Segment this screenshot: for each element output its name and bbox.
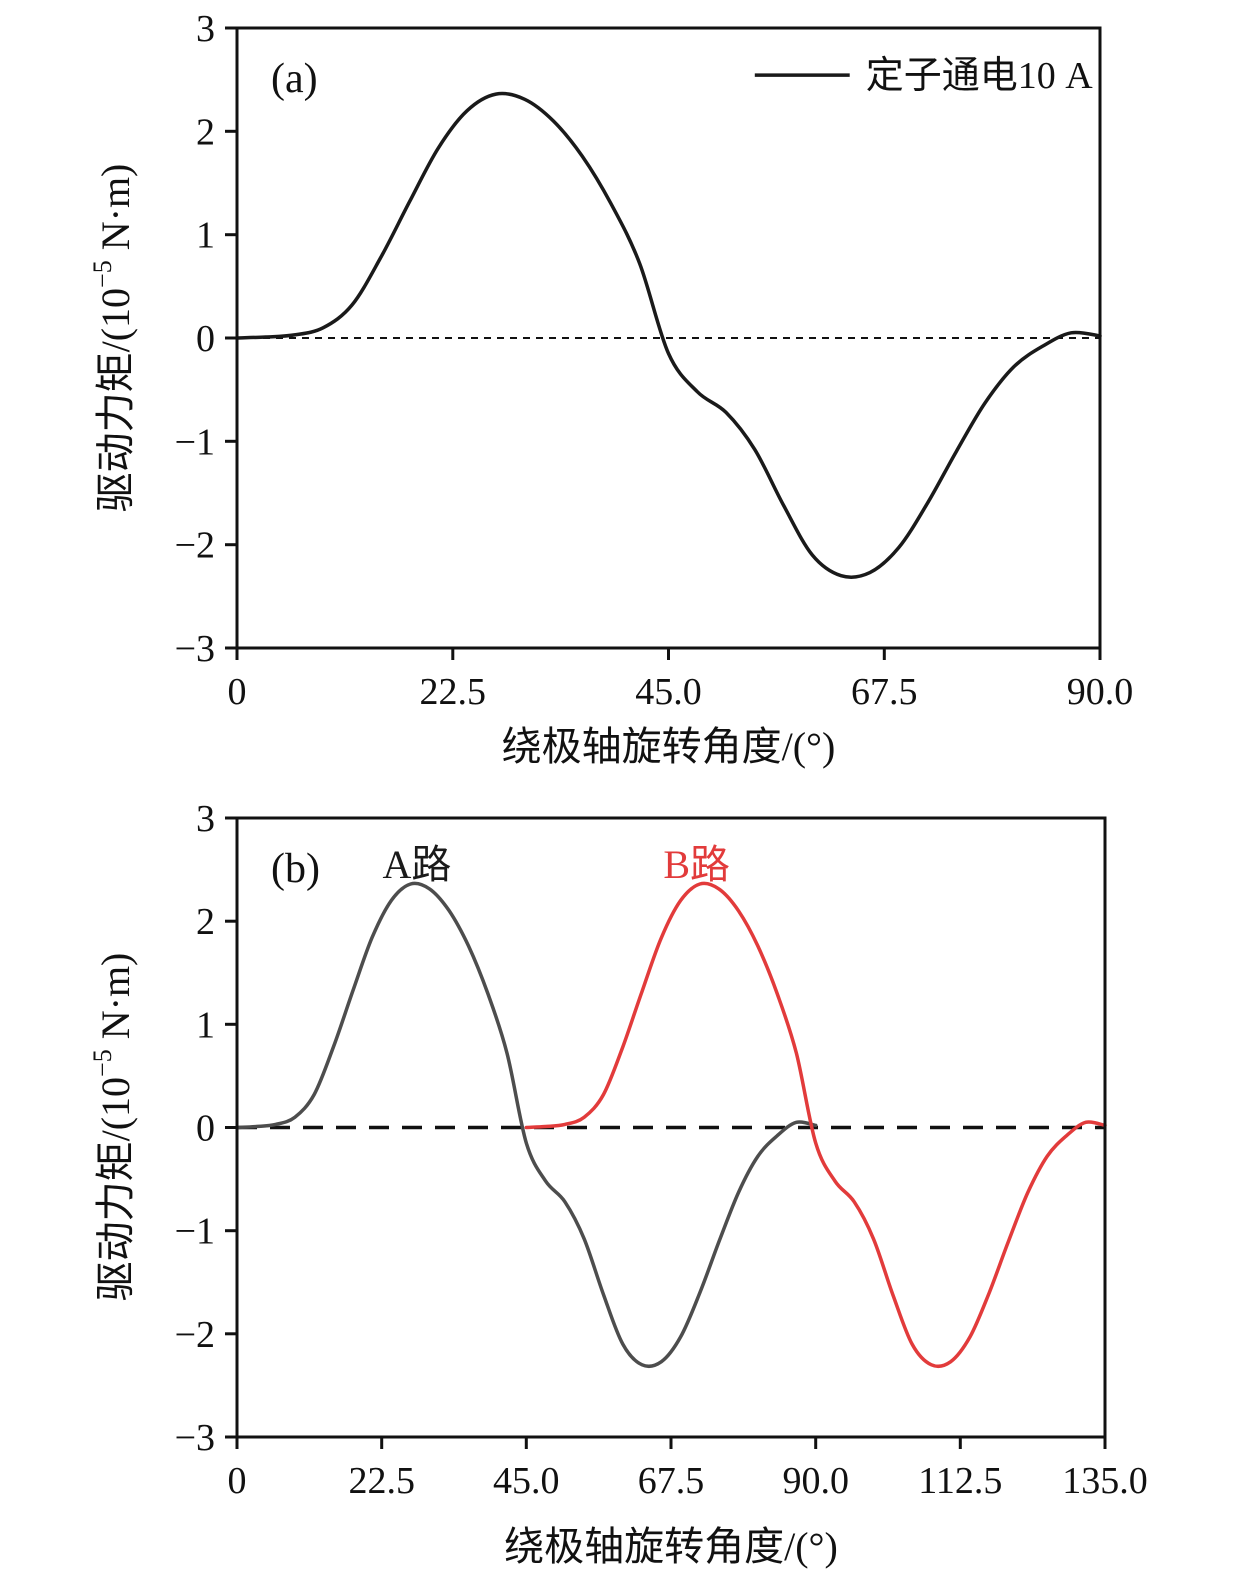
x-tick-label: 22.5: [420, 671, 487, 713]
x-tick-label: 90.0: [1067, 671, 1134, 713]
x-tick-label: 90.0: [782, 1460, 849, 1502]
x-tick-label: 135.0: [1062, 1460, 1148, 1502]
series-curve-0: [235, 881, 818, 1369]
x-tick-label: 45.0: [635, 671, 702, 713]
y-tick-label: −3: [175, 628, 215, 670]
x-axis-label-a: 绕极轴旋转角度/(°): [501, 724, 836, 769]
y-tick-label: −2: [175, 525, 215, 567]
y-tick-label: 3: [196, 798, 215, 840]
curve-label: A路: [383, 842, 452, 887]
y-tick-label: 2: [196, 901, 215, 943]
y-tick-label: −2: [175, 1314, 215, 1356]
panel-a: 驱动力矩/(10−5 N·m) 0 22.5 45.0 67.5 90.0 −3 −2 −1 0…: [0, 0, 1260, 790]
y-tick-label: −1: [175, 1211, 215, 1253]
x-tick-label: 45.0: [493, 1460, 560, 1502]
x-tick-label: 0: [228, 671, 247, 713]
panel-tag: (a): [271, 56, 318, 102]
x-tick-label: 22.5: [348, 1460, 415, 1502]
y-tick-label: −3: [175, 1417, 215, 1459]
plot-a: 0 22.5 45.0 67.5 90.0 −3 −2 −1 0 1 2 3 (a) 定子通电10 A: [175, 8, 1134, 713]
series-curve-1: [524, 881, 1107, 1369]
legend-label: 定子通电10 A: [866, 55, 1094, 97]
curve-label: B路: [663, 842, 730, 887]
y-tick-label: 0: [196, 1108, 215, 1150]
y-tick-label: 1: [196, 215, 215, 257]
y-tick-label: 3: [196, 8, 215, 50]
x-axis-label-b: 绕极轴旋转角度/(°): [504, 1524, 838, 1569]
x-tick-label: 112.5: [918, 1460, 1002, 1502]
series-curve-0: [235, 91, 1102, 579]
x-tick-label: 67.5: [638, 1460, 705, 1502]
panel-tag: (b): [271, 846, 320, 892]
x-tick-label: 67.5: [851, 671, 918, 713]
y-tick-label: 0: [196, 318, 215, 360]
plot-b: 0 22.5 45.0 67.5 90.0 112.5 135.0 −3 −2 −1 0 1 2 3 (b)…: [175, 798, 1148, 1502]
x-tick-label: 0: [228, 1460, 247, 1502]
panel-b: 驱动力矩/(10−5 N·m) 0 22.5 45.0 67.5 90.0 112.5 13…: [0, 790, 1260, 1595]
y-tick-label: −1: [175, 421, 215, 463]
y-tick-label: 1: [196, 1004, 215, 1046]
y-tick-label: 2: [196, 111, 215, 153]
